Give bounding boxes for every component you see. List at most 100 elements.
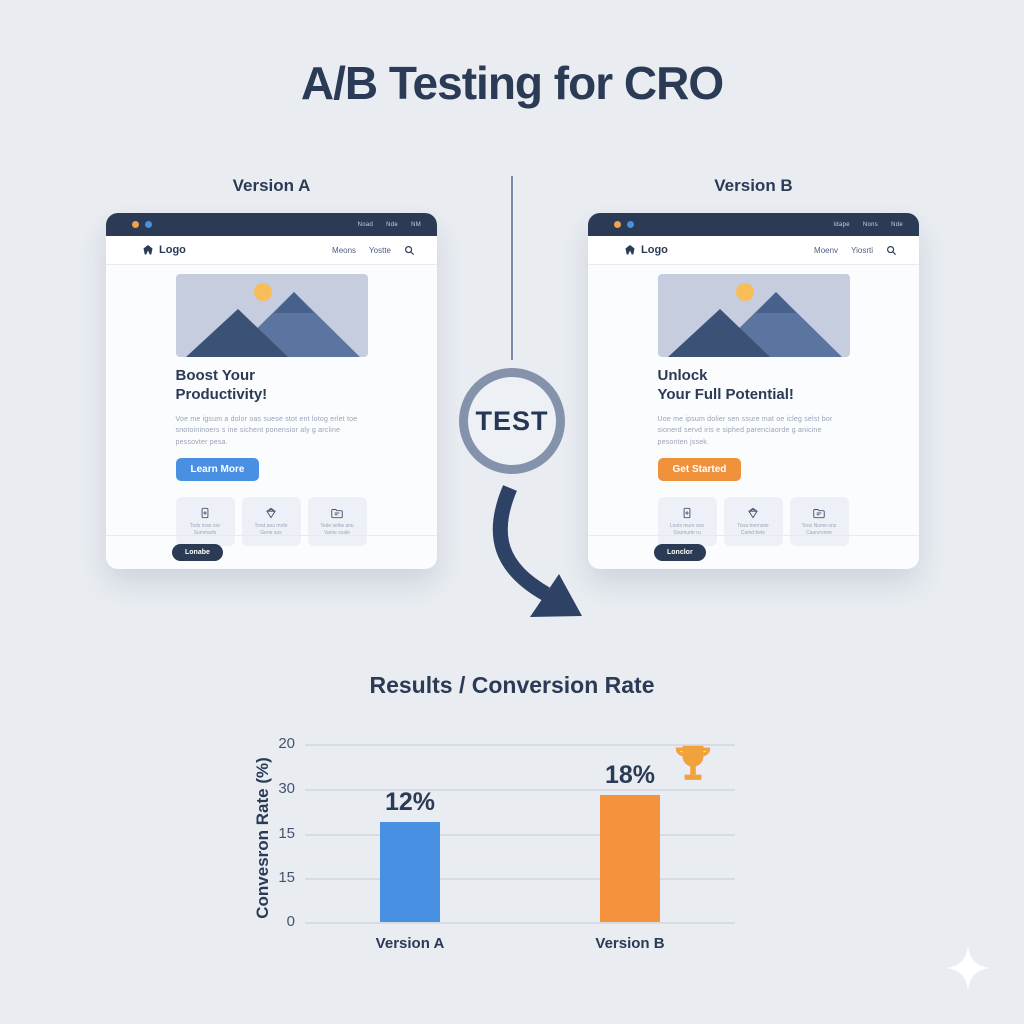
- feature-card: Torst aeu mofe Gene sos: [241, 497, 301, 547]
- gridline: [305, 789, 735, 791]
- card-caption: Tods man oor: [189, 522, 221, 529]
- logo-icon: [625, 245, 635, 255]
- nav-item[interactable]: Yostte: [369, 245, 391, 255]
- titlebar-item[interactable]: Nde: [891, 221, 903, 228]
- folder-icon: [813, 508, 825, 518]
- navbar: Logo Moenv Yiosrti: [588, 236, 919, 265]
- headline-line: Productivity!: [175, 385, 268, 403]
- headline-line: Boost Your: [175, 367, 255, 384]
- window-control-dot-orange[interactable]: [132, 221, 139, 228]
- titlebar: Noad Nde NM: [106, 213, 437, 236]
- version-a-label: Version A: [232, 176, 311, 195]
- hero-image: [175, 274, 368, 357]
- mountains-icon: [667, 292, 842, 357]
- card-caption: Gene sos: [260, 530, 282, 537]
- feature-card: Toos Nume onz Caervrvnne: [789, 497, 849, 547]
- curved-arrow-down-icon: [492, 485, 582, 617]
- hero-image: [657, 274, 850, 357]
- body-text-line: Uoe me ipsum dolier sen ssure mat oe icl…: [657, 415, 833, 423]
- feature-card: Tods man oor Summarts: [175, 497, 235, 547]
- body-text-line: pessovter pesa.: [175, 438, 228, 446]
- card-caption: Vame scale: [324, 530, 350, 537]
- footer-pill-button[interactable]: Lonclor: [654, 544, 706, 561]
- feature-card: Toua toernwte Camd bete: [723, 497, 783, 547]
- search-icon[interactable]: [404, 245, 415, 256]
- titlebar-item[interactable]: NM: [411, 221, 421, 228]
- window-footer: Lonabe: [106, 535, 437, 569]
- badge-plus-icon: [683, 507, 691, 518]
- search-icon[interactable]: [886, 245, 897, 256]
- nav-item[interactable]: Yiosrti: [851, 245, 873, 255]
- body-text-line: pesonten jssek.: [657, 438, 710, 446]
- body-text-line: Voe me igsum a dolor oas suese stot ent …: [175, 415, 358, 423]
- card-caption: Camd bete: [740, 530, 766, 537]
- titlebar-item[interactable]: Idape: [833, 221, 850, 228]
- x-axis-label-version-a: Version A: [375, 935, 445, 952]
- body-text-line: snotoininoers s ine sichent ponensior al…: [175, 427, 341, 435]
- headline-line: Unlock: [657, 367, 708, 384]
- card-caption: Toos Nume onz: [801, 522, 837, 529]
- results-heading: Results / Conversion Rate: [369, 672, 655, 698]
- test-badge-label: TEST: [475, 405, 549, 436]
- version-b-label: Version B: [714, 176, 793, 195]
- browser-window-version-a: Noad Nde NM Logo Meons Yostte: [106, 213, 437, 569]
- card-caption: Torst aeu mofe: [254, 522, 288, 529]
- bar-version-b: [600, 795, 660, 922]
- logo[interactable]: Logo: [624, 244, 668, 256]
- divider-line: [511, 176, 513, 360]
- window-control-dot-orange[interactable]: [614, 221, 621, 228]
- nav-item[interactable]: Meons: [332, 245, 357, 255]
- y-axis-tick: 20: [278, 735, 295, 752]
- headline: Unlock Your Full Potential!: [658, 367, 850, 405]
- x-axis-label-version-b: Version B: [595, 935, 665, 952]
- gem-icon: [748, 507, 758, 519]
- card-caption: Caervrvnne: [806, 530, 832, 537]
- get-started-button[interactable]: Get Started: [657, 458, 742, 482]
- sun-icon: [735, 283, 754, 301]
- logo-text: Logo: [159, 244, 186, 256]
- badge-plus-icon: [201, 507, 209, 518]
- y-axis-tick: 0: [286, 913, 295, 930]
- window-footer: Lonclor: [588, 535, 919, 569]
- feature-cards: Tods man oor Summarts Torst aeu mofe Gen…: [175, 497, 368, 547]
- headline-line: Your Full Potential!: [657, 385, 794, 403]
- card-caption: Summarts: [193, 530, 217, 537]
- headline: Boost Your Productivity!: [176, 367, 368, 405]
- gridline: [305, 878, 735, 880]
- logo[interactable]: Logo: [142, 244, 186, 256]
- feature-card: Lools mure soe Soumurte ru: [657, 497, 717, 547]
- gridline: [305, 922, 735, 924]
- titlebar-item[interactable]: Nde: [386, 221, 399, 228]
- bar-version-a: [380, 822, 440, 922]
- card-caption: Soumurte ru: [673, 530, 701, 537]
- trophy-icon: [675, 745, 711, 780]
- logo-icon: [143, 245, 153, 255]
- footer-pill-button[interactable]: Lonabe: [172, 544, 223, 561]
- titlebar: Idape Nons Nde: [588, 213, 919, 236]
- gridline: [305, 744, 735, 746]
- test-badge: TEST: [459, 368, 565, 474]
- folder-icon: [331, 508, 343, 518]
- feature-cards: Lools mure soe Soumurte ru Toua toernwte…: [657, 497, 850, 547]
- nav-item[interactable]: Moenv: [814, 245, 839, 255]
- y-axis-label: Convesron Rate (%): [253, 757, 272, 919]
- mountains-icon: [185, 292, 360, 357]
- body-text: Voe me igsum a dolor oas suese stot ent …: [176, 414, 368, 449]
- bar-value-label-version-b: 18%: [604, 761, 656, 789]
- window-control-dot-blue[interactable]: [627, 221, 634, 228]
- page-title: A/B Testing for CRO: [300, 57, 724, 109]
- learn-more-button[interactable]: Learn More: [175, 458, 260, 482]
- sun-icon: [253, 283, 272, 301]
- window-control-dot-blue[interactable]: [145, 221, 152, 228]
- card-caption: Toua toernwte: [737, 522, 769, 529]
- titlebar-item[interactable]: Noad: [357, 221, 374, 228]
- feature-card: Tede seltw anu Vame scale: [307, 497, 367, 547]
- bar-value-label-version-a: 12%: [384, 788, 436, 816]
- gem-icon: [266, 507, 276, 519]
- gridline: [305, 834, 735, 836]
- sparkle-icon: [946, 946, 990, 990]
- y-axis-tick: 15: [278, 825, 295, 842]
- titlebar-item[interactable]: Nons: [862, 221, 879, 228]
- navbar: Logo Meons Yostte: [106, 236, 437, 265]
